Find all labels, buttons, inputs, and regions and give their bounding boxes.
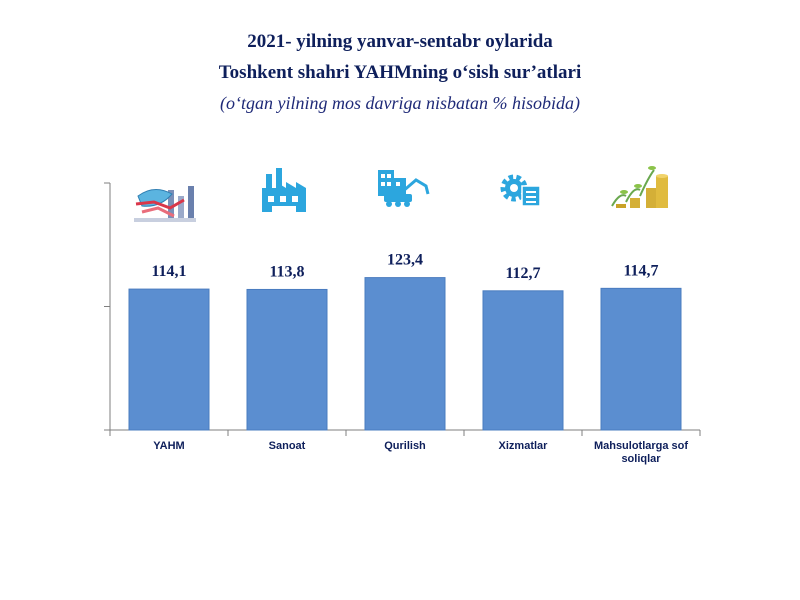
economy-chart-icon (134, 186, 196, 222)
data-label: 123,4 (387, 252, 423, 269)
construction-icon (378, 170, 430, 207)
bar-3 (364, 277, 446, 431)
services-gear-icon (500, 174, 541, 207)
category-icons (134, 166, 668, 222)
data-label: 114,7 (623, 262, 658, 279)
bar-2 (246, 288, 328, 431)
money-growth-icon (611, 166, 668, 208)
x-tick-label: Qurilish (384, 440, 426, 452)
chart-title-line-1: 2021- yilning yanvar-sentabr oylarida (247, 31, 553, 52)
x-tick-label: YAHM (153, 440, 184, 452)
chart-subtitle: (o‘tgan yilning mos davriga nisbatan % h… (220, 93, 580, 113)
chart-bars: 114,1 YAHM 113,8 Sanoat 123,4 Qurilish 112,7 Xi… (128, 252, 688, 465)
bar-4 (482, 290, 564, 431)
bar-5 (600, 287, 682, 431)
data-label: 113,8 (269, 263, 304, 280)
bar-1 (128, 288, 210, 431)
data-label: 112,7 (505, 265, 540, 282)
data-label: 114,1 (151, 263, 186, 280)
x-tick-label: Sanoat (269, 440, 306, 452)
x-tick-label: Xizmatlar (499, 440, 549, 452)
chart-title-line-2: Toshkent shahri YAHMning o‘sish sur’atla… (218, 62, 582, 83)
factory-icon (262, 168, 306, 212)
x-tick-label: soliqlar (621, 453, 661, 465)
x-tick-label: Mahsulotlarga sof (594, 440, 688, 452)
